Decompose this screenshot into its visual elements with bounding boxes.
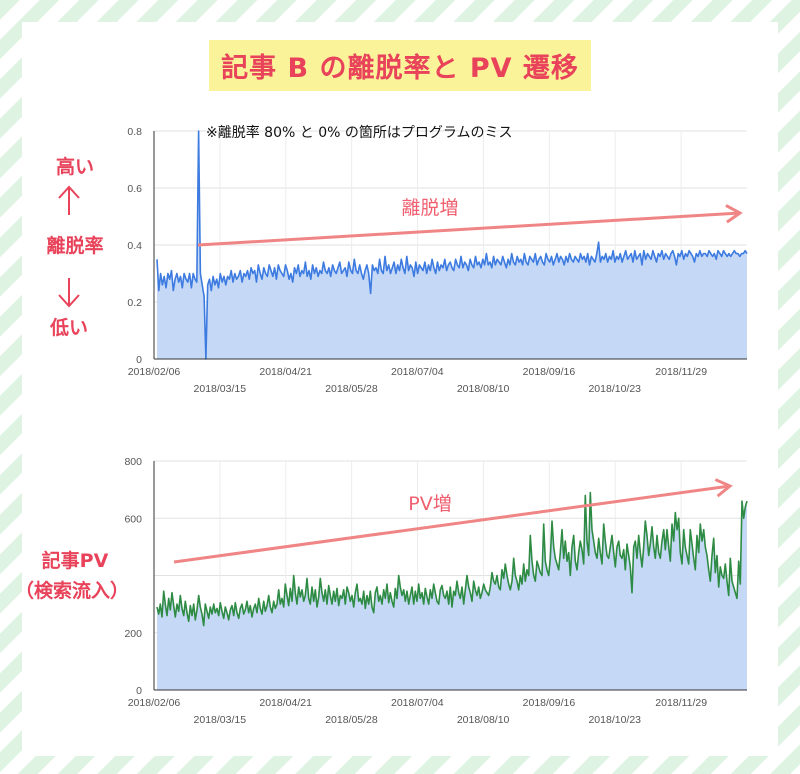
x-tick-label: 2018/10/23 <box>588 714 641 726</box>
series-line <box>156 491 748 627</box>
x-tick-label: 2018/11/29 <box>655 366 707 378</box>
x-tick-label: 2018/07/04 <box>391 366 444 378</box>
x-tick-label: 2018/05/28 <box>325 383 378 395</box>
y-tick-label: 200 <box>124 628 142 640</box>
series-line <box>156 130 748 360</box>
y-tick-label: 600 <box>124 513 142 525</box>
y-tick-label: 0.4 <box>127 240 142 252</box>
page-title: 記事 B の離脱率と PV 遷移 <box>0 40 800 91</box>
title-text: 記事 B の離脱率と PV 遷移 <box>209 40 591 91</box>
y-tick-label: 0.2 <box>127 297 142 309</box>
series-area <box>157 492 747 690</box>
trend-arrow-line <box>173 484 731 564</box>
y-tick-label: 0.6 <box>127 183 142 195</box>
arrow-down-icon <box>58 278 80 308</box>
x-tick-label: 2018/08/10 <box>457 714 510 726</box>
x-tick-label: 2018/11/29 <box>655 697 707 709</box>
x-tick-label: 2018/02/06 <box>128 697 181 709</box>
side-label-pv: 記事PV <box>42 549 109 572</box>
x-tick-label: 2018/05/28 <box>325 714 378 726</box>
x-tick-label: 2018/08/10 <box>457 383 510 395</box>
y-tick-label: 0.8 <box>127 126 142 138</box>
side-label-low: 低い <box>49 316 88 339</box>
chart-2: 0 200 600 800 2018/02/06 2018/04/21 2018/07/04… <box>124 456 748 726</box>
series-area <box>157 131 747 359</box>
trend-label: 離脱増 <box>401 197 458 219</box>
side-label-high: 高い <box>56 155 94 178</box>
trend-arrow-head-icon <box>725 204 743 224</box>
x-tick-label: 2018/03/15 <box>194 383 247 395</box>
x-tick-label: 2018/09/16 <box>523 697 576 709</box>
x-tick-label: 2018/04/21 <box>259 366 312 378</box>
y-tick-label: 800 <box>124 456 142 468</box>
trend-arrow-head-icon <box>714 478 733 498</box>
x-tick-label: 2018/10/23 <box>588 383 641 395</box>
trend-label: PV増 <box>408 493 451 515</box>
y-tick-label: 0 <box>136 685 142 697</box>
x-tick-label: 2018/02/06 <box>128 366 181 378</box>
x-tick-label: 2018/03/15 <box>194 714 247 726</box>
x-tick-label: 2018/07/04 <box>391 697 444 709</box>
side-label-bounce-rate: 離脱率 <box>46 234 103 257</box>
error-note: ※離脱率 80% と 0% の箇所はプログラムのミス <box>206 124 512 141</box>
x-tick-label: 2018/04/21 <box>259 697 312 709</box>
trend-arrow-line <box>197 211 741 247</box>
chart-1: 0 0.2 0.4 0.6 0.8 2018/02/06 2018/04/21 2018/07… <box>127 126 748 395</box>
x-tick-label: 2018/09/16 <box>523 366 576 378</box>
arrow-up-icon <box>58 185 80 215</box>
side-label-search-traffic: （検索流入） <box>15 579 129 602</box>
y-tick-label: 0 <box>136 354 142 366</box>
